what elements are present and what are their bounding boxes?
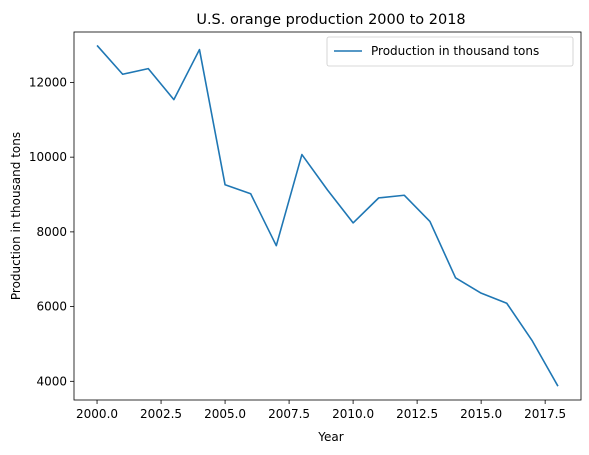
legend-entry-label: Production in thousand tons xyxy=(371,44,539,58)
chart-title: U.S. orange production 2000 to 2018 xyxy=(196,12,465,28)
y-tick-label: 6000 xyxy=(36,300,67,314)
legend-box xyxy=(326,36,574,67)
legend: Production in thousand tons xyxy=(326,36,574,67)
y-axis-label: Production in thousand tons xyxy=(9,132,23,300)
series-line xyxy=(96,44,559,387)
y-tick-label: 4000 xyxy=(36,374,67,388)
x-tick-label: 2005.0 xyxy=(204,407,246,421)
plot-area xyxy=(96,44,559,387)
y-tick-label: 8000 xyxy=(36,225,67,239)
x-tick-label: 2012.5 xyxy=(396,407,438,421)
x-tick-label: 2015.0 xyxy=(460,407,502,421)
x-tick-label: 2000.0 xyxy=(76,407,118,421)
x-tick-label: 2010.0 xyxy=(332,407,374,421)
x-tick-label: 2007.5 xyxy=(268,407,310,421)
y-tick-label: 12000 xyxy=(29,75,67,89)
x-axis: 2000.0 2002.5 2005.0 2007.5 2010.0 2012.5 2015… xyxy=(76,400,566,421)
y-axis: 4000 6000 8000 10000 12000 xyxy=(29,75,74,388)
plot-frame xyxy=(73,31,582,401)
y-tick-label: 10000 xyxy=(29,150,67,164)
x-axis-label: Year xyxy=(317,430,343,444)
x-tick-label: 2002.5 xyxy=(140,407,182,421)
x-tick-label: 2017.5 xyxy=(524,407,566,421)
